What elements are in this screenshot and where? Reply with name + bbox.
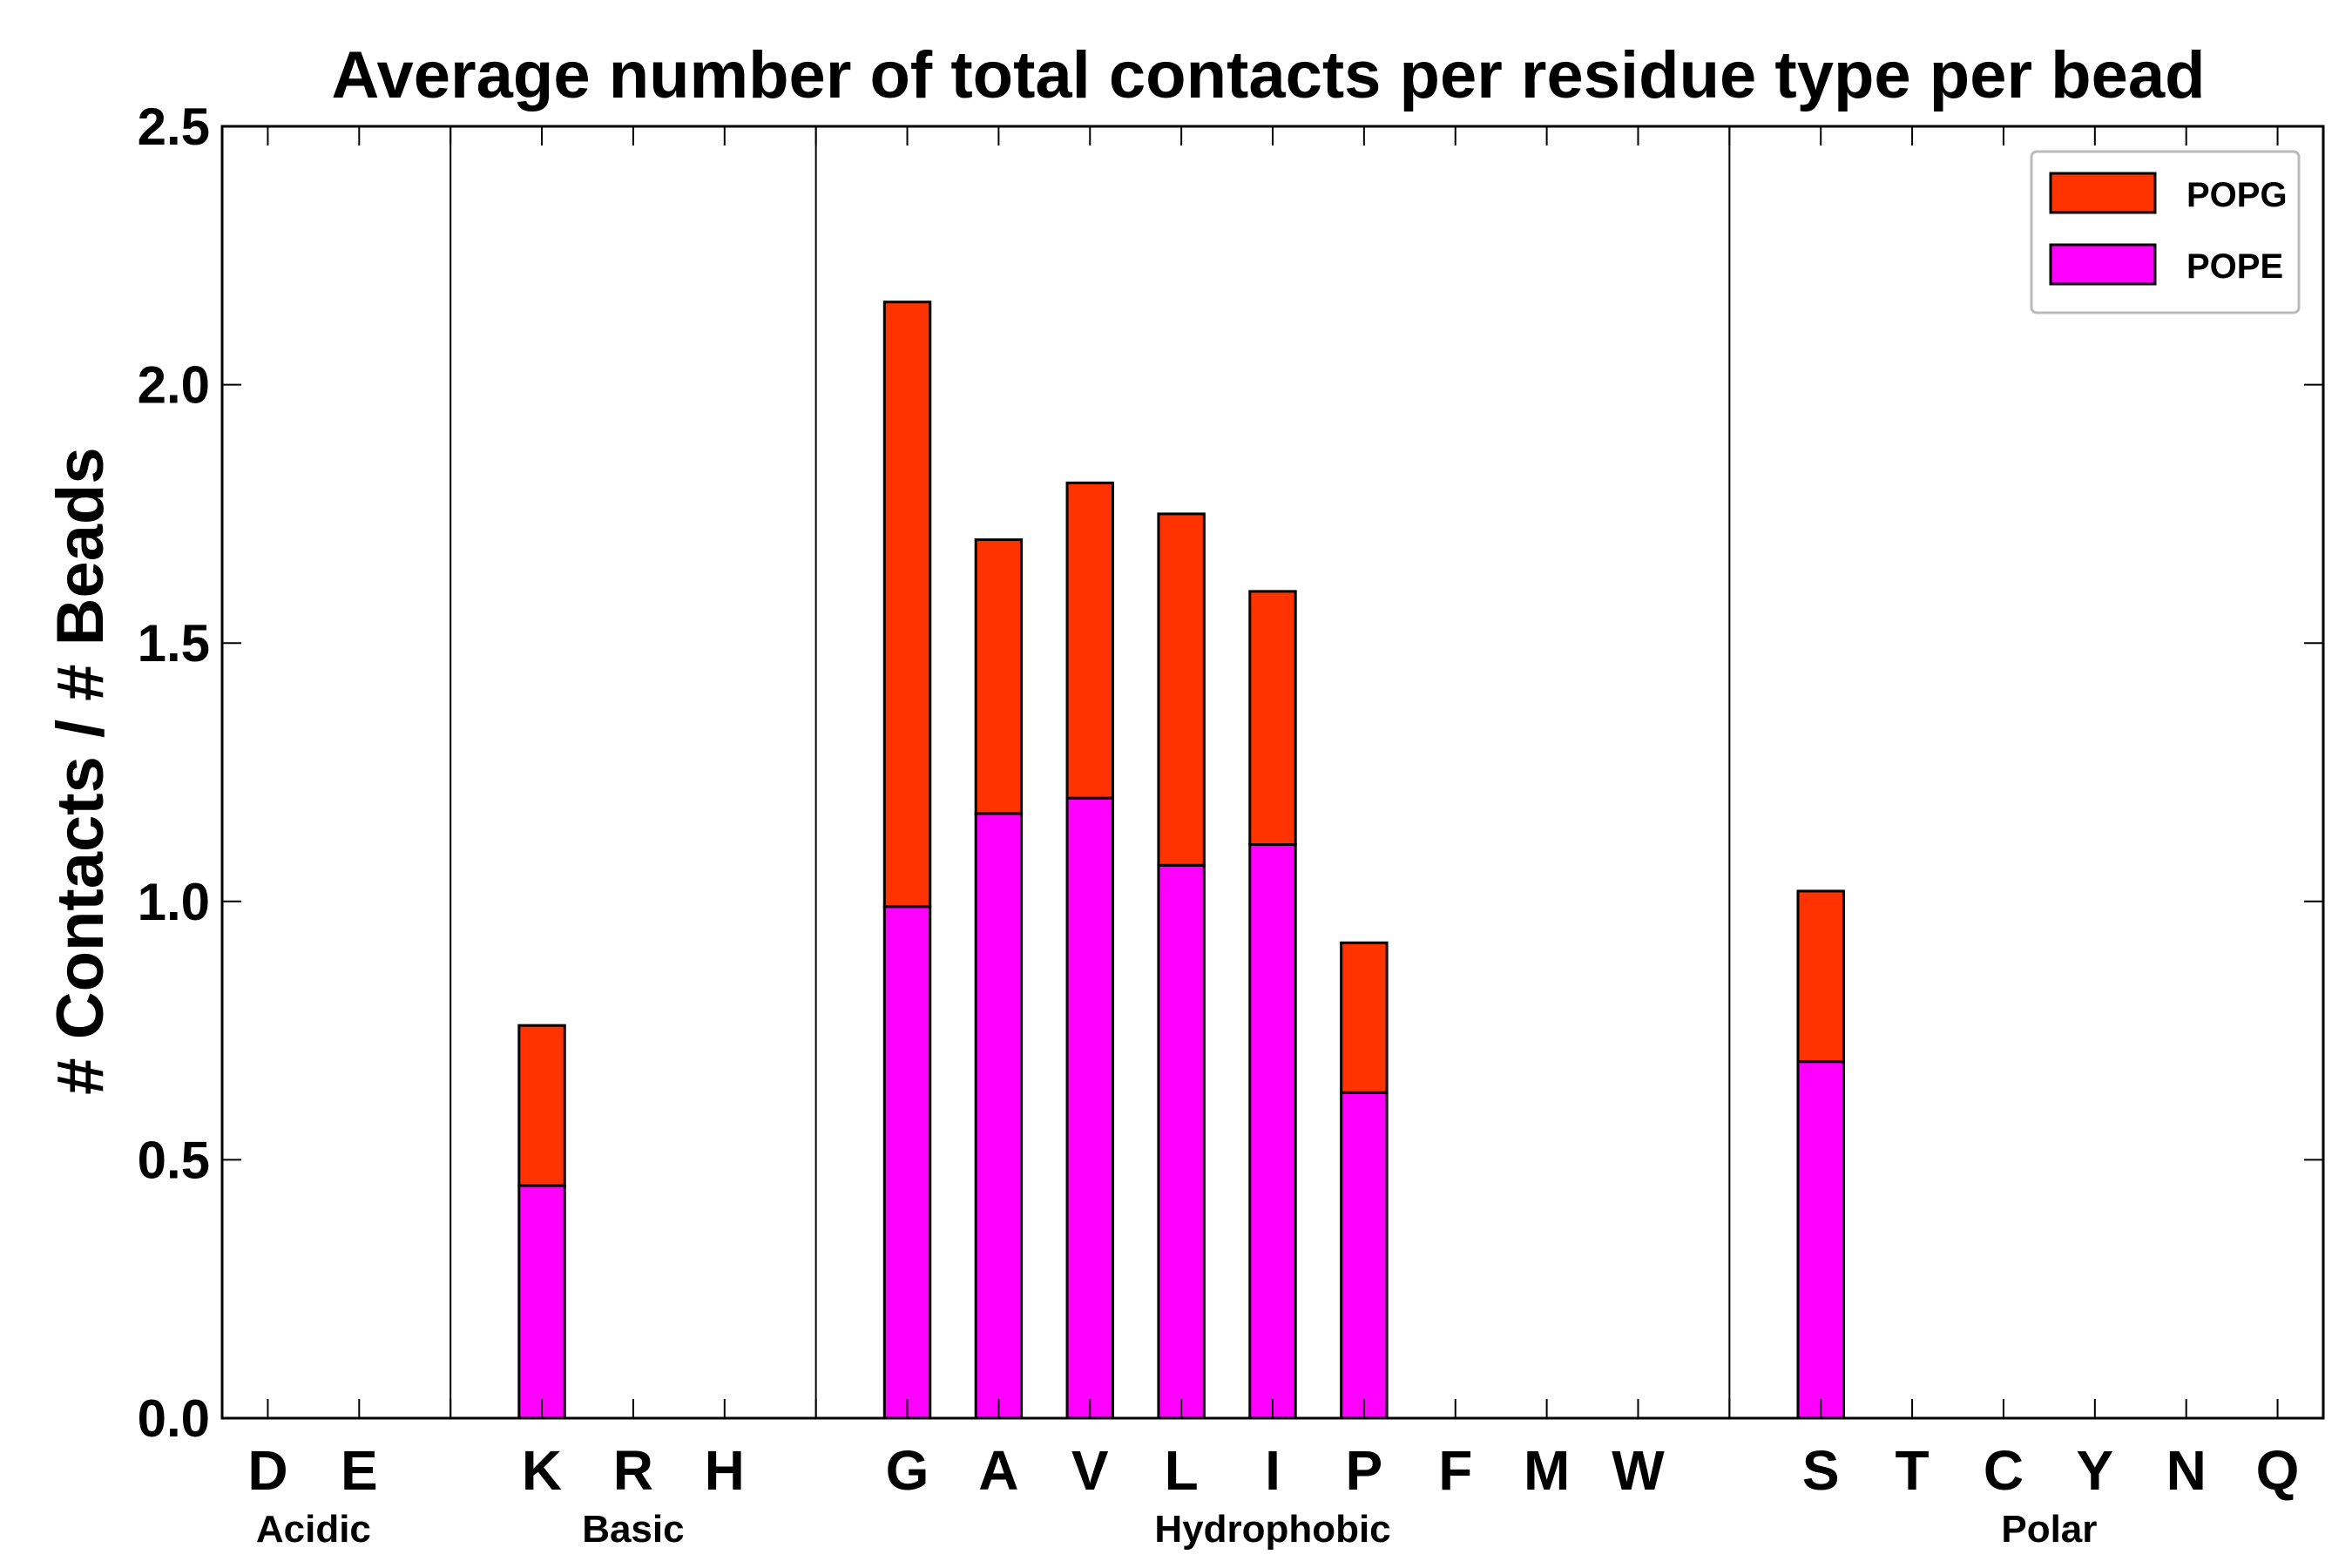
x-tick-label-L: L xyxy=(1165,1439,1199,1502)
x-tick-label-R: R xyxy=(613,1439,653,1502)
x-tick-label-P: P xyxy=(1346,1439,1383,1502)
bar-popg-L xyxy=(1157,512,1206,867)
bar-popg-V xyxy=(1065,481,1114,800)
bar-pope-L xyxy=(1157,863,1206,1420)
x-tick-label-M: M xyxy=(1524,1439,1570,1502)
legend-swatch-pope xyxy=(2049,243,2157,286)
x-tick-label-V: V xyxy=(1071,1439,1109,1502)
x-tick-label-C: C xyxy=(1984,1439,2024,1502)
legend-label-pope: POPE xyxy=(2186,247,2283,286)
x-tick-label-N: N xyxy=(2166,1439,2207,1502)
bar-pope-I xyxy=(1248,843,1297,1420)
y-tick-label: 2.0 xyxy=(138,356,210,415)
bar-pope-P xyxy=(1340,1091,1389,1420)
y-tick-label: 1.0 xyxy=(138,873,210,931)
x-tick-label-Q: Q xyxy=(2256,1439,2300,1502)
y-tick-label: 2.5 xyxy=(138,98,210,156)
y-tick-label: 0.0 xyxy=(138,1389,210,1448)
group-label-acidic: Acidic xyxy=(256,1508,371,1551)
bar-popg-I xyxy=(1248,590,1297,847)
bar-popg-G xyxy=(882,301,932,909)
x-tick-label-D: D xyxy=(247,1439,287,1502)
x-tick-label-F: F xyxy=(1438,1439,1472,1502)
x-tick-label-H: H xyxy=(705,1439,745,1502)
bar-popg-K xyxy=(517,1024,566,1187)
bar-pope-S xyxy=(1796,1060,1845,1420)
x-tick-label-E: E xyxy=(341,1439,378,1502)
bar-popg-A xyxy=(974,538,1024,815)
legend-swatch-popg xyxy=(2049,172,2157,214)
group-label-polar: Polar xyxy=(2001,1508,2097,1551)
y-tick-label: 0.5 xyxy=(138,1131,210,1189)
bar-popg-P xyxy=(1340,941,1389,1094)
group-label-basic: Basic xyxy=(582,1508,684,1551)
bar-popg-S xyxy=(1796,889,1845,1064)
bar-pope-G xyxy=(882,905,932,1420)
y-axis-label: # Contacts / # Beads xyxy=(44,447,118,1094)
x-tick-label-S: S xyxy=(1802,1439,1840,1502)
bar-pope-V xyxy=(1065,796,1114,1420)
y-tick-label: 1.5 xyxy=(138,614,210,672)
chart-title: Average number of total contacts per res… xyxy=(331,38,2205,112)
x-tick-label-G: G xyxy=(886,1439,929,1502)
bar-pope-K xyxy=(517,1184,566,1420)
x-tick-label-K: K xyxy=(522,1439,562,1502)
x-tick-label-Y: Y xyxy=(2076,1439,2113,1502)
x-tick-label-T: T xyxy=(1896,1439,1930,1502)
group-label-hydrophobic: Hydrophobic xyxy=(1154,1508,1390,1551)
x-tick-label-W: W xyxy=(1612,1439,1665,1502)
x-tick-label-A: A xyxy=(978,1439,1018,1502)
bar-pope-A xyxy=(974,812,1024,1420)
x-tick-label-I: I xyxy=(1265,1439,1281,1502)
legend-label-popg: POPG xyxy=(2186,176,2288,214)
